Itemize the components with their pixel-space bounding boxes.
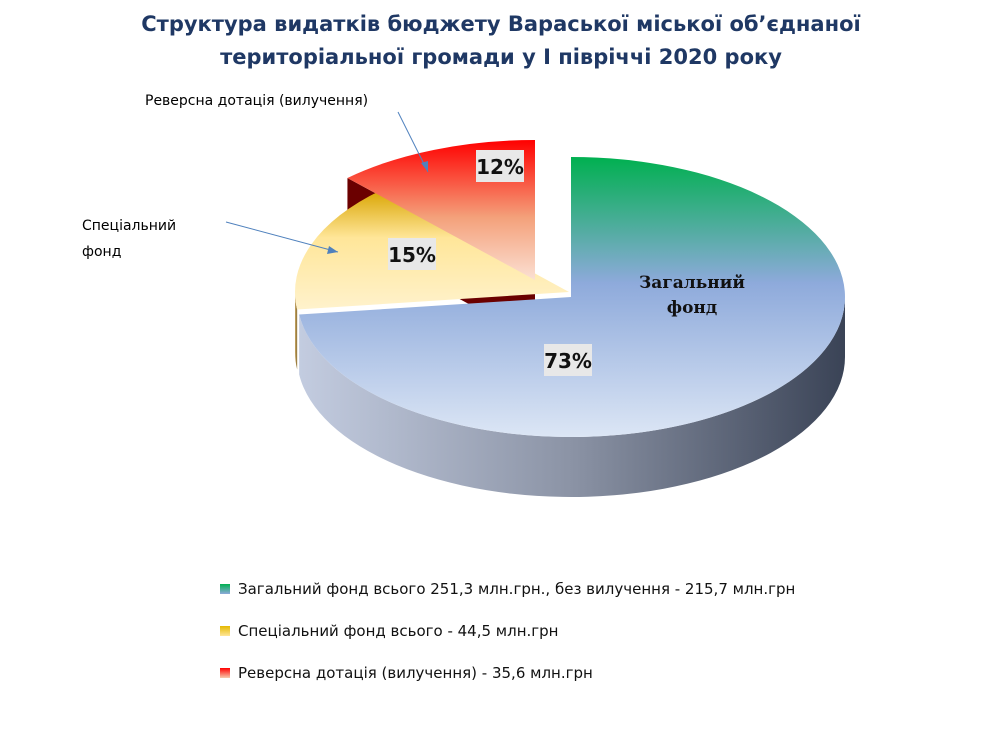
slice-name: Загальний xyxy=(639,273,745,293)
slice-side xyxy=(299,297,845,498)
callout-label: Спеціальний xyxy=(82,218,176,234)
legend-label: Загальний фонд всього 251,3 млн.грн., бе… xyxy=(238,580,796,598)
legend-item: Спеціальний фонд всього - 44,5 млн.грн xyxy=(220,610,795,652)
data-label-box xyxy=(388,238,436,270)
slice-side xyxy=(295,292,298,370)
legend-swatch xyxy=(220,584,230,594)
data-label: 73% xyxy=(544,349,592,373)
callout-arrow xyxy=(421,161,428,172)
data-label: 12% xyxy=(476,155,524,179)
legend-item: Загальний фонд всього 251,3 млн.грн., бе… xyxy=(220,568,795,610)
chart-title: Структура видатків бюджету Вараської міс… xyxy=(0,8,1002,74)
data-label: 15% xyxy=(388,243,436,267)
slice-name: фонд xyxy=(667,298,717,318)
legend-label: Спеціальний фонд всього - 44,5 млн.грн xyxy=(238,622,559,640)
data-label-box xyxy=(476,150,524,182)
data-label-box xyxy=(544,344,592,376)
callout-line xyxy=(225,221,339,253)
legend-swatch xyxy=(220,668,230,678)
pie-slice xyxy=(299,157,846,437)
chart-title-line-2: територіальної громади у І півріччі 2020… xyxy=(220,45,782,69)
pie-chart: 73% 15% 12% Загальний фонд Спеціальний фонд Ре… xyxy=(82,93,846,498)
legend-item: Реверсна дотація (вилучення) - 35,6 млн.… xyxy=(220,652,795,694)
legend-swatch xyxy=(220,626,230,636)
chart-title-line-1: Структура видатків бюджету Вараської міс… xyxy=(141,12,861,36)
legend-label: Реверсна дотація (вилучення) - 35,6 млн.… xyxy=(238,664,593,682)
callout-label: Реверсна дотація (вилучення) xyxy=(145,93,368,109)
legend: Загальний фонд всього 251,3 млн.грн., бе… xyxy=(220,568,795,694)
callout-line xyxy=(397,111,429,173)
callout-arrow xyxy=(327,246,338,254)
callout-label: фонд xyxy=(82,244,121,260)
